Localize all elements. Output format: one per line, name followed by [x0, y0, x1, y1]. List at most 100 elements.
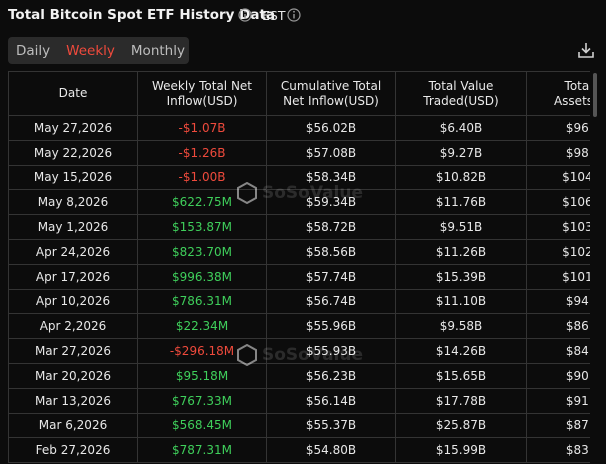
watermark: SoSoValue — [236, 182, 363, 204]
table-cell: $14.26B — [395, 338, 527, 364]
table-cell: $56.23B — [266, 362, 396, 389]
table-cell: $153.87M — [137, 214, 267, 240]
timezone: EST — [262, 8, 286, 23]
title: Total Bitcoin Spot ETF History Data — [8, 7, 276, 23]
column-header: Date — [8, 71, 138, 116]
table-cell: $84.77B — [526, 338, 590, 364]
table-cell: Apr 17,2026 — [8, 263, 138, 290]
table-cell: $10.82B — [395, 164, 527, 191]
table-row: Mar 27,2026-$296.18M$55.93B$14.26B$84.77… — [8, 338, 590, 364]
table-cell: -$1.07B — [137, 115, 267, 141]
table-cell: Apr 24,2026 — [8, 238, 138, 265]
table-cell: $58.56B — [266, 238, 396, 265]
table-cell: $101.45B — [526, 263, 590, 290]
table-cell: $9.51B — [395, 214, 527, 240]
scrollbar[interactable] — [593, 73, 597, 117]
table-row: May 27,2026-$1.07B$56.02B$6.40B$96.45B — [8, 115, 590, 141]
table-cell: $787.31M — [137, 437, 267, 464]
table-cell: $57.74B — [266, 263, 396, 290]
table-cell: $103.78B — [526, 214, 590, 240]
table-cell: $11.26B — [395, 238, 527, 265]
table-cell: -$1.26B — [137, 139, 267, 166]
table-row: Apr 24,2026$823.70M$58.56B$11.26B$102.64… — [8, 238, 590, 265]
table-cell: $56.14B — [266, 387, 396, 414]
table-row: Mar 6,2026$568.45M$55.37B$25.87B$87.07B — [8, 412, 590, 439]
table-cell: $57.08B — [266, 139, 396, 166]
table-cell: Apr 10,2026 — [8, 288, 138, 315]
watermark-text: SoSoValue — [262, 183, 364, 203]
table-container: Date Weekly Total Net Inflow(USD) Cumulati… — [8, 71, 590, 464]
table-cell: Mar 27,2026 — [8, 338, 138, 364]
table-cell: May 22,2026 — [8, 139, 138, 166]
table-cell: $767.33M — [137, 387, 267, 414]
column-header: Total Net Assets(USD) — [526, 71, 590, 116]
table-cell: $22.34M — [137, 313, 267, 340]
table-row: Mar 20,2026$95.18M$56.23B$15.65B$90.30B — [8, 362, 590, 389]
table-cell: $11.10B — [395, 288, 527, 315]
tab-bar: Daily Weekly Monthly — [8, 37, 189, 64]
table-cell: $17.78B — [395, 387, 527, 414]
table-cell: May 27,2026 — [8, 115, 138, 141]
table: Date Weekly Total Net Inflow(USD) Cumulati… — [8, 71, 590, 464]
info-icon[interactable] — [287, 8, 301, 22]
table-cell: Feb 27,2026 — [8, 437, 138, 464]
table-row: May 1,2026$153.87M$58.72B$9.51B$103.78B — [8, 214, 590, 240]
table-cell: $98.87B — [526, 139, 590, 166]
table-cell: $11.76B — [395, 189, 527, 216]
table-cell: $25.87B — [395, 412, 527, 439]
table-cell: Mar 13,2026 — [8, 387, 138, 414]
table-row: Feb 27,2026$787.31M$54.80B$15.99B$83.40B — [8, 437, 590, 464]
table-cell: May 1,2026 — [8, 214, 138, 240]
table-cell: $15.39B — [395, 263, 527, 290]
table-cell: $9.27B — [395, 139, 527, 166]
tab[interactable]: Monthly — [130, 42, 185, 59]
table-cell: $9.58B — [395, 313, 527, 340]
table-cell: $56.74B — [266, 288, 396, 315]
table-cell: $106.61B — [526, 189, 590, 216]
column-header: Cumulative Total Net Inflow(USD) — [266, 71, 396, 116]
table-row: May 8,2026$622.75M$59.34B$11.76B$106.61B — [8, 189, 590, 216]
table-cell: Apr 2,2026 — [8, 313, 138, 340]
table-row: Apr 10,2026$786.31M$56.74B$11.10B$94.92B — [8, 288, 590, 315]
column-header: Total Value Traded(USD) — [395, 71, 527, 116]
info-icon[interactable] — [238, 8, 252, 22]
table-cell: May 8,2026 — [8, 189, 138, 216]
tab[interactable]: Daily — [16, 42, 51, 59]
table-cell: $996.38M — [137, 263, 267, 290]
download-button[interactable] — [577, 41, 595, 59]
column-header: Weekly Total Net Inflow(USD) — [137, 71, 267, 116]
table-cell: $55.37B — [266, 412, 396, 439]
table-cell: $91.83B — [526, 387, 590, 414]
table-cell: $58.72B — [266, 214, 396, 240]
table-cell: $55.96B — [266, 313, 396, 340]
table-cell: $104.29B — [526, 164, 590, 191]
table-cell: $96.45B — [526, 115, 590, 141]
table-row: Apr 2,2026$22.34M$55.96B$9.58B$86.22B — [8, 313, 590, 340]
table-cell: $94.92B — [526, 288, 590, 315]
table-cell: Mar 20,2026 — [8, 362, 138, 389]
table-cell: $83.40B — [526, 437, 590, 464]
table-cell: $95.18M — [137, 362, 267, 389]
header-row: Date Weekly Total Net Inflow(USD) Cumulati… — [8, 71, 590, 116]
table-cell: May 15,2026 — [8, 164, 138, 191]
table-cell: $86.22B — [526, 313, 590, 340]
table-cell: $102.64B — [526, 238, 590, 265]
watermark: SoSoValue — [236, 344, 363, 366]
table-cell: Mar 6,2026 — [8, 412, 138, 439]
table-cell: $786.31M — [137, 288, 267, 315]
table-cell: $54.80B — [266, 437, 396, 464]
watermark-text: SoSoValue — [262, 345, 364, 365]
table-cell: $15.99B — [395, 437, 527, 464]
table-row: Apr 17,2026$996.38M$57.74B$15.39B$101.45… — [8, 263, 590, 290]
table-cell: $56.02B — [266, 115, 396, 141]
table-cell: $15.65B — [395, 362, 527, 389]
table-cell: $6.40B — [395, 115, 527, 141]
table-row: Mar 13,2026$767.33M$56.14B$17.78B$91.83B — [8, 387, 590, 414]
table-cell: $87.07B — [526, 412, 590, 439]
table-row: May 22,2026-$1.26B$57.08B$9.27B$98.87B — [8, 139, 590, 166]
table-cell: $568.45M — [137, 412, 267, 439]
table-cell: $823.70M — [137, 238, 267, 265]
tab[interactable]: Weekly — [66, 42, 115, 59]
table-cell: -$296.18M — [137, 338, 267, 364]
